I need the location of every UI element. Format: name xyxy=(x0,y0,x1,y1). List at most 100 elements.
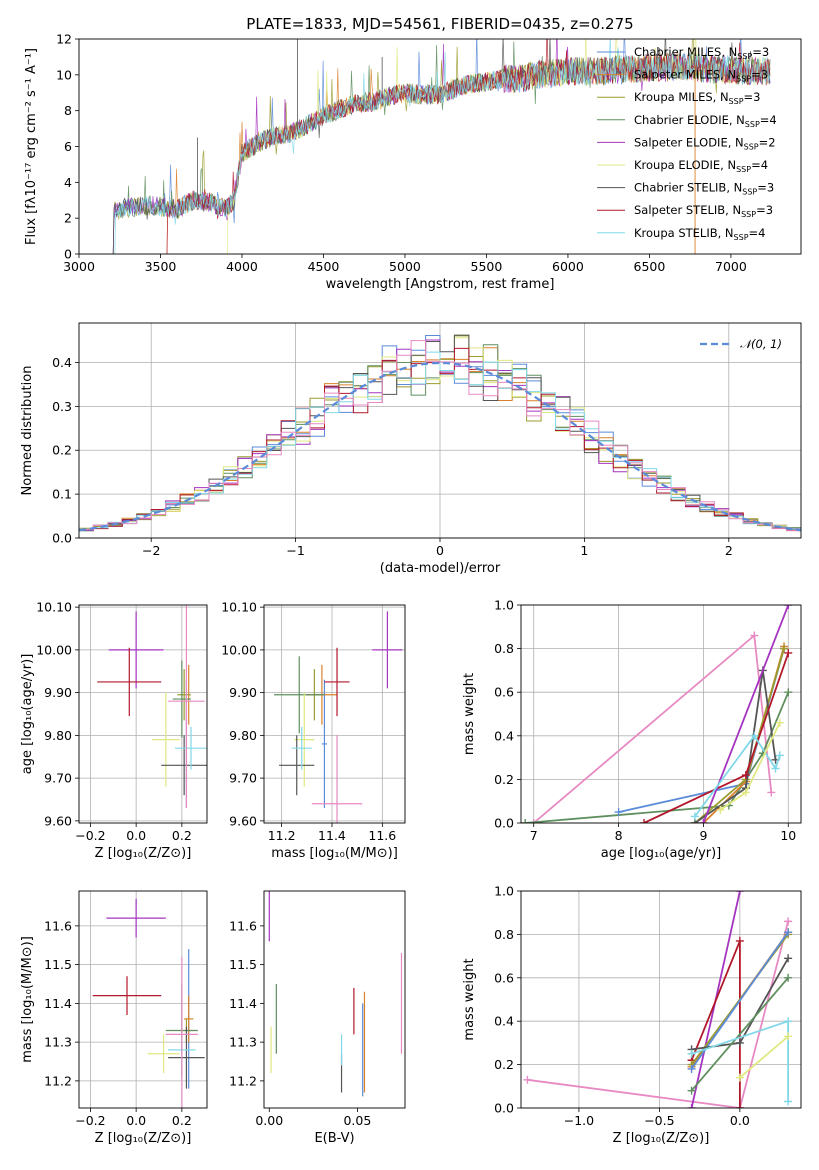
y-tick-label: 0.8 xyxy=(494,927,514,942)
y-tick-label: 10 xyxy=(56,67,72,82)
plus-marker xyxy=(521,819,530,823)
x-tick-label: 0 xyxy=(436,543,444,558)
histogram-series xyxy=(79,337,801,531)
y-tick-label: 11.3 xyxy=(44,1035,72,1050)
plus-marker xyxy=(784,1032,793,1041)
plus-marker xyxy=(523,1075,532,1084)
axes-frame xyxy=(78,322,802,539)
plus-marker xyxy=(784,1017,793,1026)
plus-marker xyxy=(687,1049,696,1058)
spectrum-series-line xyxy=(112,39,771,254)
y-tick-label: 9.70 xyxy=(229,771,257,786)
axes-frame xyxy=(263,890,406,1109)
y-tick-label: 0.2 xyxy=(494,1057,514,1072)
mass-weight-series xyxy=(527,921,789,1108)
panel-mass-vs-Z: −0.2 0.0 0.2 11.2 11.3 11.4 11.5 11.6 Z [log₁₀(Z… xyxy=(20,890,208,1146)
spectrum-series-line xyxy=(112,39,771,254)
axes-frame xyxy=(520,890,802,1109)
x-tick-label: −1.0 xyxy=(564,1113,594,1128)
plus-marker xyxy=(784,688,793,697)
y-tick-label: 8 xyxy=(64,103,72,118)
y-tick-label: 10.10 xyxy=(221,600,257,615)
x-tick-label: 8 xyxy=(615,828,623,843)
plot-area xyxy=(521,605,793,823)
y-tick-label: 0.6 xyxy=(494,685,514,700)
x-tick-label: 0.2 xyxy=(172,828,192,843)
legend-label: 𝒩(0, 1) xyxy=(740,337,782,351)
plus-marker xyxy=(784,928,793,937)
plot-area xyxy=(523,891,793,1108)
plus-marker xyxy=(529,819,538,823)
spectrum-series-line xyxy=(114,39,771,254)
x-tick-label: 4500 xyxy=(308,259,340,274)
y-axis-label: mass [log₁₀(M/M⊙)] xyxy=(20,936,35,1063)
x-tick-label: 6000 xyxy=(552,259,584,274)
y-tick-label: 11.2 xyxy=(44,1073,72,1088)
y-tick-label: 11.6 xyxy=(44,918,72,933)
y-tick-label: 9.90 xyxy=(229,685,257,700)
y-axis-label: mass weight xyxy=(462,673,477,755)
x-tick-label: 5000 xyxy=(389,259,421,274)
y-tick-label: 11.5 xyxy=(44,957,72,972)
y-tick-label: 11.6 xyxy=(229,918,257,933)
plot-area xyxy=(97,605,207,809)
x-axis-label: mass [log₁₀(M/M⊙)] xyxy=(271,846,398,861)
y-tick-label: 4 xyxy=(64,175,72,190)
plus-marker xyxy=(784,973,793,982)
plus-marker xyxy=(771,764,780,773)
x-axis-label: E(B-V) xyxy=(314,1131,354,1146)
y-tick-label: 10.00 xyxy=(36,642,72,657)
y-tick-label: 0.2 xyxy=(52,443,72,458)
plus-marker xyxy=(735,1104,744,1108)
y-tick-label: 0.6 xyxy=(494,970,514,985)
panel-mass-weight-vs-age: 7 8 9 10 0.0 0.2 0.4 0.6 0.8 1.0 age [log₁₀(age/yr… xyxy=(462,598,802,861)
x-tick-label: 0.0 xyxy=(126,828,146,843)
plus-marker xyxy=(767,788,776,797)
panel-spectrum: 3000 3500 4000 4500 5000 5500 6000 6500 7000 0 2 4 6… xyxy=(24,32,802,292)
y-tick-label: 9.80 xyxy=(44,728,72,743)
x-tick-label: 0.0 xyxy=(730,1113,750,1128)
axes-frame xyxy=(78,604,208,824)
y-tick-label: 0.1 xyxy=(52,487,72,502)
plot-area xyxy=(268,891,403,1097)
y-tick-label: 12 xyxy=(56,32,72,47)
plus-marker xyxy=(780,644,789,653)
legend-label: Chabrier ELODIE, NSSP=4 xyxy=(634,113,777,129)
panel-mass-vs-EBV: 0.00 0.05 11.2 11.3 11.4 11.5 11.6 E(B-V) xyxy=(229,890,406,1146)
x-axis-label: age [log₁₀(age/yr)] xyxy=(601,846,722,861)
x-tick-label: −0.5 xyxy=(644,1113,674,1128)
plus-marker xyxy=(784,917,793,926)
y-tick-label: 0.8 xyxy=(494,641,514,656)
panel-age-vs-Z: −0.2 0.0 0.2 9.60 9.70 9.80 9.90 10.00 10.10 Z [l… xyxy=(20,600,208,861)
mass-weight-series xyxy=(690,931,789,1070)
x-axis-label: Z [log₁₀(Z/Z⊙)] xyxy=(613,1131,710,1146)
x-tick-label: −0.2 xyxy=(75,1113,105,1128)
x-tick-label: −0.2 xyxy=(75,828,105,843)
legend-label: Salpeter MILES, NSSP=3 xyxy=(634,68,768,84)
y-tick-label: 11.4 xyxy=(229,996,257,1011)
plus-marker xyxy=(687,1104,696,1108)
plus-marker xyxy=(735,936,744,945)
plus-marker xyxy=(775,718,784,727)
plus-marker xyxy=(735,1073,744,1082)
plus-marker xyxy=(775,751,784,760)
x-tick-label: 10 xyxy=(780,828,796,843)
x-tick-label: 3000 xyxy=(63,259,95,274)
mass-weight-series xyxy=(739,1035,789,1079)
y-tick-label: 9.70 xyxy=(44,771,72,786)
y-tick-label: 2 xyxy=(64,211,72,226)
plus-marker xyxy=(640,819,649,823)
x-tick-label: 7000 xyxy=(715,259,747,274)
histogram-series xyxy=(79,340,801,531)
axes-frame xyxy=(520,604,802,824)
y-tick-label: 0.2 xyxy=(494,772,514,787)
x-tick-label: 0.00 xyxy=(255,1113,283,1128)
axes-frame xyxy=(263,604,406,824)
x-tick-label: 0.0 xyxy=(126,1113,146,1128)
y-tick-label: 0.0 xyxy=(52,531,72,546)
x-tick-label: 3500 xyxy=(145,259,177,274)
normal-curve xyxy=(79,361,801,532)
axes-frame xyxy=(78,38,802,255)
plus-marker xyxy=(784,605,793,609)
